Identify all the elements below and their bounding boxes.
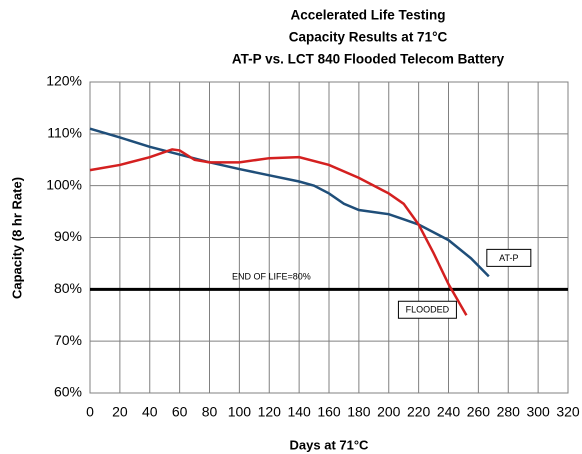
x-tick-label: 320 bbox=[556, 404, 580, 420]
y-tick-label: 80% bbox=[54, 280, 82, 296]
x-tick-label: 60 bbox=[172, 404, 188, 420]
x-tick-label: 40 bbox=[142, 404, 158, 420]
y-axis-title: Capacity (8 hr Rate) bbox=[9, 177, 24, 299]
x-tick-label: 160 bbox=[317, 404, 341, 420]
x-tick-label: 140 bbox=[287, 404, 311, 420]
x-axis-title: Days at 71°C bbox=[290, 437, 370, 452]
series-label-box bbox=[397, 300, 457, 319]
x-tick-label: 240 bbox=[437, 404, 461, 420]
y-tick-label: 110% bbox=[47, 125, 82, 141]
x-tick-label: 300 bbox=[526, 404, 550, 420]
series-line bbox=[89, 127, 490, 278]
x-tick-label: 20 bbox=[112, 404, 128, 420]
x-tick-label: 180 bbox=[347, 404, 371, 420]
y-tick-label: 120% bbox=[46, 73, 82, 89]
x-tick-label: 260 bbox=[467, 404, 491, 420]
x-tick-label: 100 bbox=[228, 404, 252, 420]
x-tick-label: 220 bbox=[407, 404, 431, 420]
series-label: AT-P bbox=[499, 253, 518, 263]
series-label-box bbox=[486, 248, 532, 267]
x-tick-label: 0 bbox=[86, 404, 94, 420]
x-tick-label: 280 bbox=[497, 404, 521, 420]
series-label: FLOODED bbox=[406, 305, 450, 315]
chart-title: Accelerated Life Testing bbox=[290, 8, 445, 23]
x-tick-label: 200 bbox=[377, 404, 401, 420]
y-tick-label: 90% bbox=[54, 228, 82, 244]
y-tick-label: 70% bbox=[54, 332, 82, 348]
x-tick-label: 120 bbox=[258, 404, 282, 420]
chart-title: Capacity Results at 71°C bbox=[289, 30, 448, 45]
x-tick-label: 80 bbox=[202, 404, 218, 420]
series-line bbox=[89, 148, 468, 316]
y-tick-label: 100% bbox=[46, 176, 82, 192]
annotation: END OF LIFE=80% bbox=[232, 272, 311, 282]
chart-title: AT-P vs. LCT 840 Flooded Telecom Battery bbox=[232, 52, 505, 67]
y-tick-label: 60% bbox=[54, 384, 82, 400]
